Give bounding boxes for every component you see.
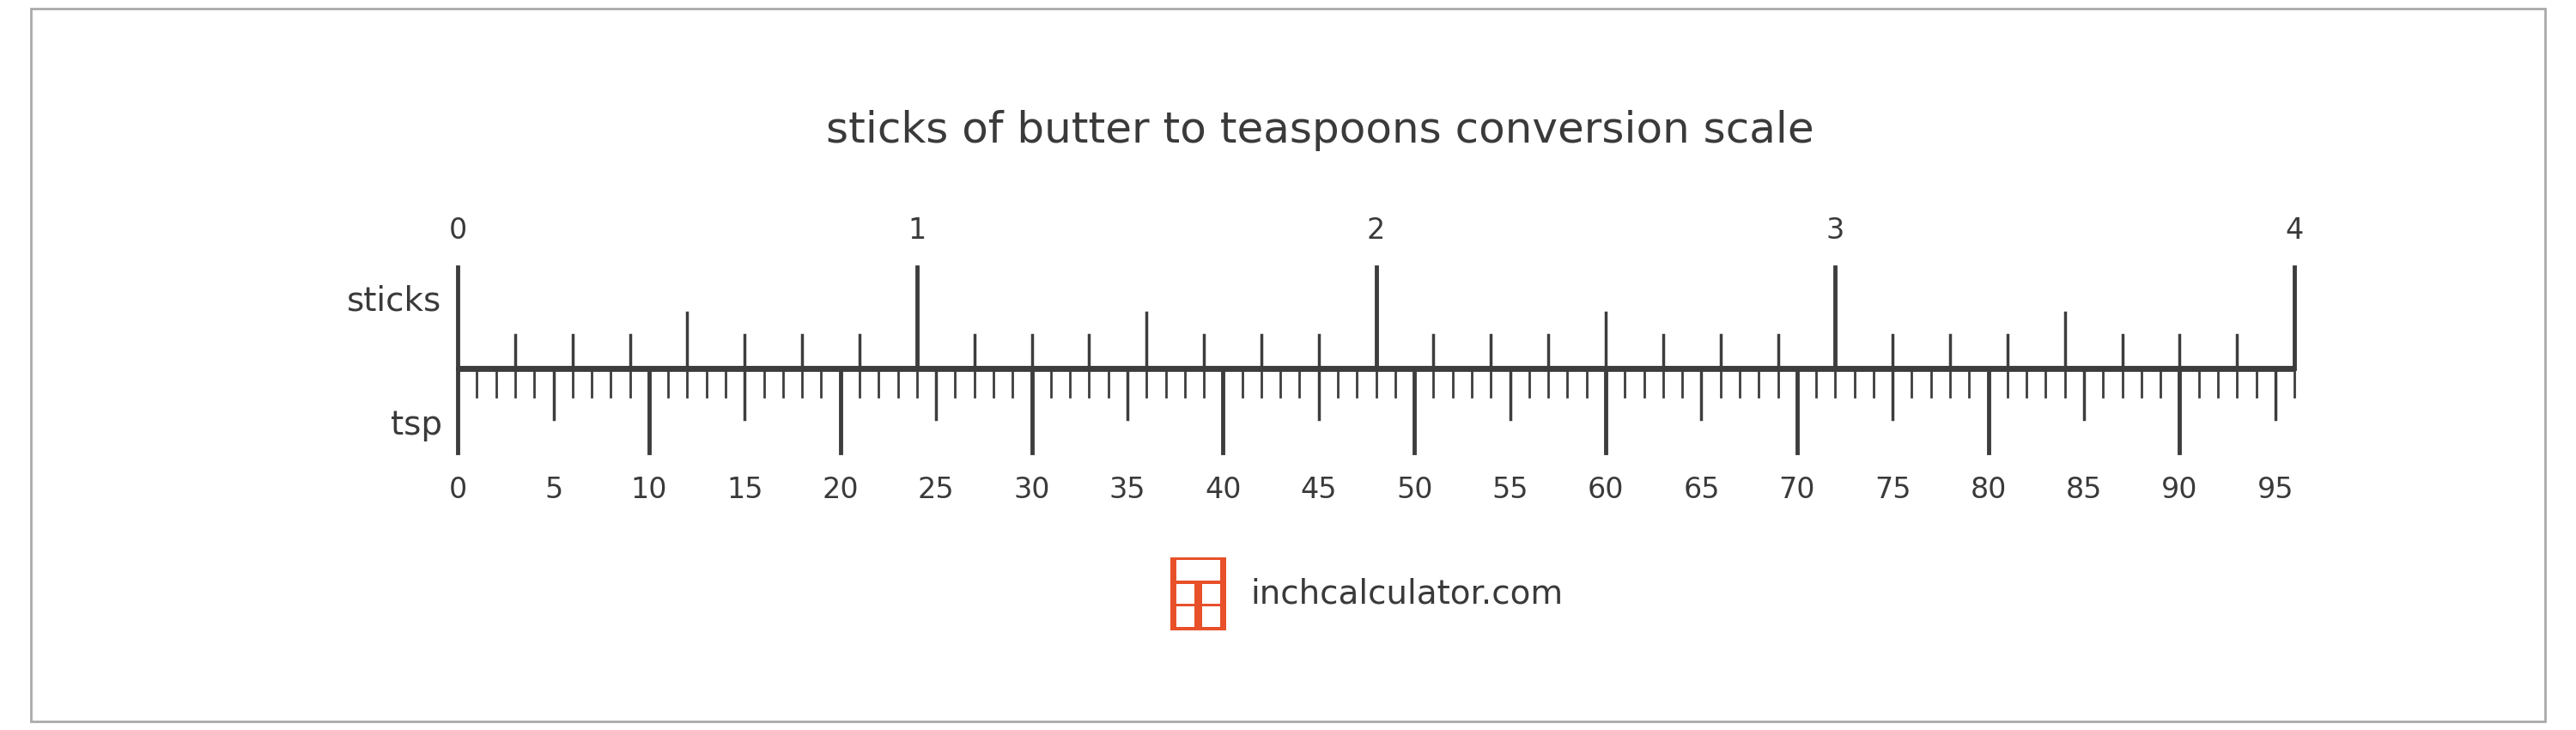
Text: 60: 60 [1587,475,1623,504]
Text: sticks: sticks [348,285,443,318]
Text: 0: 0 [448,217,466,245]
Text: 40: 40 [1206,475,1242,504]
Text: 80: 80 [1971,475,2007,504]
Text: 95: 95 [2257,475,2293,504]
Bar [1177,583,1195,604]
Text: 85: 85 [2066,475,2102,504]
Text: 4: 4 [2285,217,2303,245]
Text: 3: 3 [1826,217,1844,245]
Text: tsp: tsp [392,409,443,441]
Bar [1177,561,1221,581]
Text: 0: 0 [448,475,466,504]
Text: 25: 25 [917,475,953,504]
Text: 30: 30 [1012,475,1051,504]
Text: 15: 15 [726,475,762,504]
Text: 70: 70 [1780,475,1816,504]
Text: 65: 65 [1682,475,1721,504]
Text: inchcalculator.com: inchcalculator.com [1249,577,1564,610]
Text: 90: 90 [2161,475,2197,504]
Text: 55: 55 [1492,475,1528,504]
Text: 45: 45 [1301,475,1337,504]
Text: 35: 35 [1110,475,1146,504]
Text: 5: 5 [544,475,562,504]
Text: 50: 50 [1396,475,1432,504]
Bar [1177,606,1195,626]
Text: sticks of butter to teaspoons conversion scale: sticks of butter to teaspoons conversion… [827,110,1814,151]
Text: 2: 2 [1368,217,1386,245]
Bar [1203,583,1221,604]
Text: 10: 10 [631,475,667,504]
Text: 20: 20 [822,475,858,504]
Text: 75: 75 [1875,475,1911,504]
Text: 1: 1 [907,217,925,245]
Bar [1170,557,1226,630]
Bar [1203,606,1221,626]
